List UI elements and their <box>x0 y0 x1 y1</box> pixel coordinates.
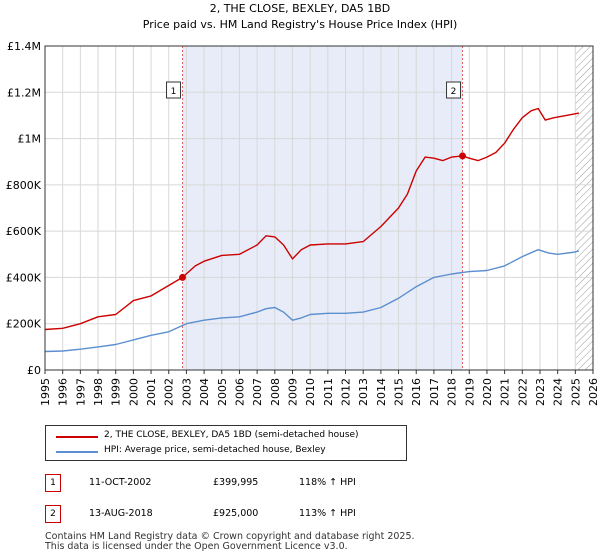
price-chart: 2, THE CLOSE, BEXLEY, DA5 1BD Price paid… <box>6 2 600 406</box>
sale-point <box>179 273 187 281</box>
sale-date-1: 11-OCT-2002 <box>89 477 152 488</box>
sale-annotation-label: 1 <box>166 81 182 99</box>
chart-subtitle: Price paid vs. HM Land Registry's House … <box>143 18 458 31</box>
x-tick-label: 2004 <box>198 378 211 406</box>
x-tick-label: 2017 <box>428 378 441 406</box>
legend-label-hpi: HPI: Average price, semi-detached house,… <box>104 445 326 455</box>
sale-row-1: 1 11-OCT-2002 £399,995 118% ↑ HPI <box>45 474 445 492</box>
sale-price-1: £399,995 <box>213 477 259 488</box>
y-tick-label: £200K <box>6 318 42 331</box>
x-tick-label: 2016 <box>410 378 423 406</box>
x-tick-label: 2020 <box>481 378 494 406</box>
footer: Contains HM Land Registry data © Crown c… <box>45 532 415 552</box>
y-tick-label: £1.2M <box>7 86 41 99</box>
x-tick-label: 1995 <box>39 378 52 406</box>
x-tick-label: 2025 <box>569 378 582 406</box>
x-tick-label: 1999 <box>110 378 123 406</box>
legend-swatch-hpi <box>56 451 98 453</box>
x-tick-label: 2009 <box>286 378 299 406</box>
x-tick-label: 2011 <box>322 378 335 406</box>
x-tick-label: 1997 <box>74 378 87 406</box>
x-tick-label: 2014 <box>375 378 388 406</box>
x-tick-label: 1998 <box>92 378 105 406</box>
forecast-hatch <box>575 46 593 370</box>
footer-line-1: Contains HM Land Registry data © Crown c… <box>45 531 415 542</box>
sale-annotation-number: 2 <box>451 87 457 97</box>
y-tick-label: £1.4M <box>7 40 41 53</box>
sale-point <box>459 152 467 160</box>
legend-item-hpi: HPI: Average price, semi-detached house,… <box>46 444 404 460</box>
x-tick-label: 2019 <box>463 378 476 406</box>
x-tick-label: 2018 <box>446 378 459 406</box>
y-tick-label: £800K <box>6 179 42 192</box>
footer-line-2: This data is licensed under the Open Gov… <box>45 541 348 552</box>
sale-row-2: 2 13-AUG-2018 £925,000 113% ↑ HPI <box>45 505 445 523</box>
x-tick-label: 2026 <box>587 378 600 406</box>
sale-annotation-number: 1 <box>171 87 177 97</box>
x-tick-label: 2005 <box>216 378 229 406</box>
series-line-property <box>44 107 580 331</box>
chart-title: 2, THE CLOSE, BEXLEY, DA5 1BD <box>210 2 391 15</box>
legend-swatch-property <box>56 436 98 438</box>
y-tick-label: £600K <box>6 225 42 238</box>
x-tick-label: 2022 <box>516 378 529 406</box>
sale-annotation-box <box>166 81 182 99</box>
sale-annotation-box <box>446 81 462 99</box>
plot-frame <box>44 45 594 371</box>
legend: 2, THE CLOSE, BEXLEY, DA5 1BD (semi-deta… <box>45 425 407 461</box>
x-tick-label: 2001 <box>145 378 158 406</box>
x-tick-label: 2024 <box>552 378 565 406</box>
x-tick-label: 2000 <box>127 378 140 406</box>
x-tick-label: 2003 <box>180 378 193 406</box>
sale-badge-1: 1 <box>45 474 61 492</box>
x-tick-label: 1996 <box>57 378 70 406</box>
x-tick-label: 2013 <box>357 378 370 406</box>
sale-badge-2: 2 <box>45 505 61 523</box>
y-tick-label: £1M <box>18 133 42 146</box>
x-tick-label: 2008 <box>269 378 282 406</box>
sale-date-2: 13-AUG-2018 <box>89 508 153 519</box>
x-tick-label: 2002 <box>163 378 176 406</box>
sale-annotation-label: 2 <box>446 81 462 99</box>
x-tick-label: 2007 <box>251 378 264 406</box>
ownership-period-shade <box>182 46 463 370</box>
y-tick-label: £0 <box>27 364 41 377</box>
sale-hpi-2: 113% ↑ HPI <box>299 508 356 519</box>
y-tick-label: £400K <box>6 271 42 284</box>
x-tick-label: 2015 <box>393 378 406 406</box>
x-tick-label: 2021 <box>499 378 512 406</box>
x-tick-label: 2023 <box>534 378 547 406</box>
x-tick-label: 2012 <box>340 378 353 406</box>
series-line-hpi <box>44 248 580 353</box>
legend-item-property: 2, THE CLOSE, BEXLEY, DA5 1BD (semi-deta… <box>46 429 404 445</box>
legend-label-property: 2, THE CLOSE, BEXLEY, DA5 1BD (semi-deta… <box>104 430 359 440</box>
sale-hpi-1: 118% ↑ HPI <box>299 477 356 488</box>
x-tick-label: 2010 <box>304 378 317 406</box>
x-tick-label: 2006 <box>233 378 246 406</box>
sale-price-2: £925,000 <box>213 508 259 519</box>
